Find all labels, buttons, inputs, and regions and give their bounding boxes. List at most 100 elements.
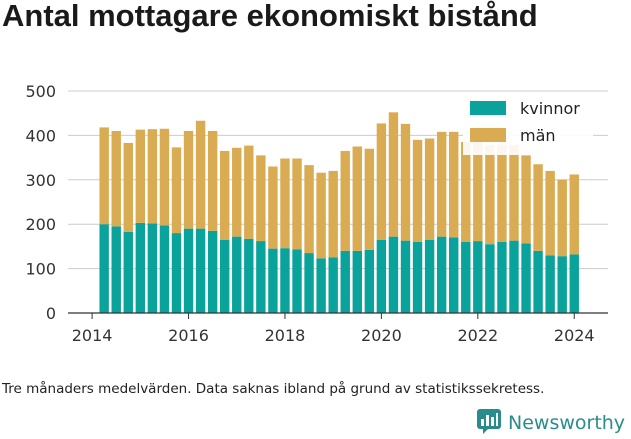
bar-kvinnor <box>364 249 375 313</box>
bars <box>99 112 579 313</box>
bar-kvinnor <box>352 250 362 313</box>
x-tick-label: 2018 <box>265 326 306 345</box>
bar-kvinnor <box>183 228 194 313</box>
bar-kvinnor <box>219 239 230 313</box>
bar-kvinnor <box>473 241 483 313</box>
bar-kvinnor <box>232 236 242 313</box>
bar-kvinnor <box>449 237 459 313</box>
bar-man <box>424 138 435 240</box>
legend-swatch-man <box>470 128 506 142</box>
bar-kvinnor <box>436 236 447 313</box>
bar-man <box>569 174 579 255</box>
bar-kvinnor <box>412 241 423 313</box>
x-tick-label: 2016 <box>168 326 209 345</box>
bar-kvinnor <box>268 248 278 313</box>
bar-man <box>207 130 218 231</box>
bar-man <box>147 129 158 224</box>
bar-kvinnor <box>340 250 350 313</box>
bar-man <box>292 158 302 250</box>
bar-man <box>545 170 555 256</box>
y-tick-label: 300 <box>25 171 56 190</box>
newsworthy-logo-icon <box>476 408 502 438</box>
legend-swatch-kvinnor <box>470 101 506 115</box>
x-tick-label: 2014 <box>72 326 113 345</box>
legend-label-kvinnor: kvinnor <box>520 99 580 118</box>
chart: 0 100 200 300 400 500 2014 2016 2018 2020 2022 202… <box>25 82 608 345</box>
y-axis: 0 100 200 300 400 500 <box>25 82 56 323</box>
footnote: Tre månaders medelvärden. Data saknas ib… <box>2 381 545 397</box>
bar-man <box>316 172 326 259</box>
bar-man <box>557 179 567 257</box>
bar-man <box>485 145 495 245</box>
bar-kvinnor <box>461 241 471 313</box>
bar-kvinnor <box>195 228 206 313</box>
bar-kvinnor <box>135 222 146 313</box>
bar-man <box>400 123 411 241</box>
bar-man <box>497 144 507 242</box>
bar-man <box>195 120 206 229</box>
bar-kvinnor <box>244 238 254 313</box>
bar-man <box>135 129 146 223</box>
bar-man <box>244 145 254 239</box>
bar-kvinnor <box>376 239 387 313</box>
x-axis: 2014 2016 2018 2020 2022 2024 <box>68 312 608 345</box>
bar-man <box>183 130 194 229</box>
y-tick-label: 500 <box>25 82 56 101</box>
bar-man <box>280 158 290 249</box>
legend-label-man: män <box>520 126 556 145</box>
bar-man <box>364 148 375 250</box>
x-tick-label: 2022 <box>457 326 498 345</box>
bar-kvinnor <box>521 243 531 313</box>
bar-kvinnor <box>123 231 133 313</box>
bar-kvinnor <box>99 224 109 313</box>
bar-kvinnor <box>292 249 302 313</box>
bar-man <box>352 146 362 251</box>
bar-kvinnor <box>280 248 290 313</box>
bar-man <box>340 150 350 251</box>
bar-man <box>232 147 242 237</box>
bar-kvinnor <box>159 225 170 313</box>
bar-man <box>268 166 278 249</box>
bar-man <box>328 170 338 258</box>
bar-man <box>509 145 519 241</box>
bar-man <box>219 150 230 240</box>
bar-man <box>449 131 459 238</box>
bar-man <box>533 164 543 251</box>
bar-man <box>521 155 531 244</box>
bar-man <box>461 142 471 242</box>
bar-man <box>388 112 399 237</box>
bar-kvinnor <box>485 244 495 313</box>
bar-man <box>171 147 182 234</box>
bar-kvinnor <box>509 240 519 313</box>
bar-kvinnor <box>557 256 567 313</box>
bar-kvinnor <box>388 236 399 313</box>
bar-man <box>99 127 109 225</box>
bar-kvinnor <box>497 241 507 313</box>
bar-man <box>123 142 133 232</box>
bar-man <box>304 165 314 254</box>
chart-title: Antal mottagare ekonomiskt bistånd <box>2 0 538 33</box>
bar-kvinnor <box>400 240 411 313</box>
bar-kvinnor <box>171 233 182 313</box>
bar-kvinnor <box>424 239 435 313</box>
bar-kvinnor <box>111 226 121 313</box>
x-tick-label: 2024 <box>554 326 595 345</box>
bar-kvinnor <box>545 255 555 313</box>
bar-man <box>436 131 447 237</box>
bar-man <box>376 123 387 240</box>
bar-kvinnor <box>207 230 218 313</box>
y-tick-label: 100 <box>25 260 56 279</box>
bar-kvinnor <box>533 250 543 313</box>
bar-kvinnor <box>328 257 338 313</box>
brand[interactable]: Newsworthy <box>476 408 625 438</box>
y-tick-label: 200 <box>25 215 56 234</box>
bar-man <box>111 130 121 227</box>
bar-kvinnor <box>256 241 266 313</box>
bar-man <box>159 128 170 226</box>
brand-name: Newsworthy <box>508 412 626 434</box>
bar-kvinnor <box>147 223 158 313</box>
bar-man <box>412 139 423 242</box>
y-tick-label: 0 <box>46 304 56 323</box>
x-tick-label: 2020 <box>361 326 402 345</box>
y-tick-label: 400 <box>25 126 56 145</box>
